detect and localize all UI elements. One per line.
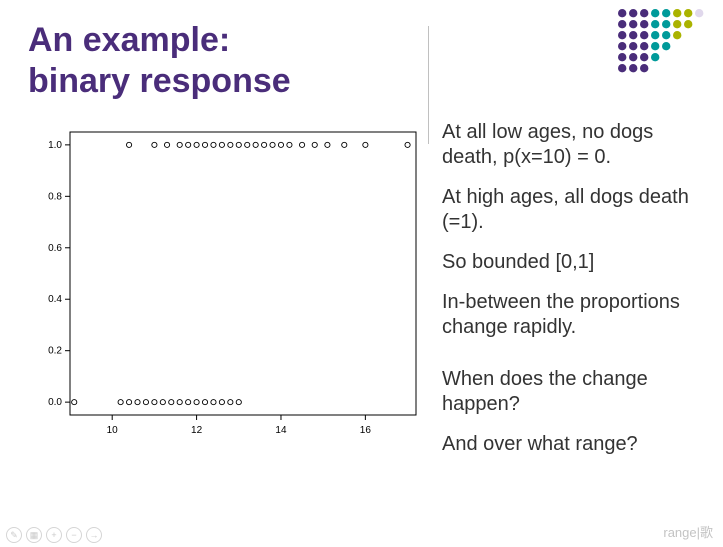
arrow-icon[interactable]: →: [86, 527, 102, 543]
scatter-chart: 0.0 0.2 0.4 0.6 0.8 1.0 10 12 14 16: [28, 120, 428, 450]
slide: An example: binary response 0.0 0.2 0.4 0.6…: [0, 0, 723, 547]
title-line-1: An example:: [28, 21, 230, 59]
paragraph-2: At high ages, all dogs death (=1).: [442, 185, 713, 236]
svg-text:12: 12: [191, 425, 203, 436]
paragraph-3: So bounded [0,1]: [442, 250, 713, 276]
text-column: At all low ages, no dogs death, p(x=10) …: [442, 120, 723, 472]
vertical-divider: [428, 26, 429, 144]
pen-icon[interactable]: ✎: [6, 527, 22, 543]
chart-container: 0.0 0.2 0.4 0.6 0.8 1.0 10 12 14 16: [28, 120, 428, 455]
watermark: range|歌: [663, 522, 713, 541]
paragraph-5: When does the change happen?: [442, 367, 713, 418]
slide-toolbar: ✎ ▦ + − →: [6, 527, 102, 543]
zoom-out-icon[interactable]: −: [66, 527, 82, 543]
svg-text:16: 16: [360, 425, 372, 436]
svg-text:0.8: 0.8: [48, 191, 62, 202]
corner-dots-decoration: [615, 6, 709, 78]
svg-text:1.0: 1.0: [48, 139, 62, 150]
svg-text:0.4: 0.4: [48, 294, 62, 305]
paragraph-4: In-between the proportions change rapidl…: [442, 290, 713, 341]
svg-text:0.0: 0.0: [48, 397, 62, 408]
svg-text:14: 14: [275, 425, 287, 436]
paragraph-1: At all low ages, no dogs death, p(x=10) …: [442, 120, 713, 171]
paragraph-6: And over what range?: [442, 432, 713, 458]
grid-icon[interactable]: ▦: [26, 527, 42, 543]
content-row: 0.0 0.2 0.4 0.6 0.8 1.0 10 12 14 16 At all low ag…: [28, 120, 723, 472]
title-line-2: binary response: [28, 62, 291, 100]
svg-text:0.6: 0.6: [48, 242, 62, 253]
zoom-in-icon[interactable]: +: [46, 527, 62, 543]
svg-text:0.2: 0.2: [48, 345, 62, 356]
svg-text:10: 10: [107, 425, 119, 436]
